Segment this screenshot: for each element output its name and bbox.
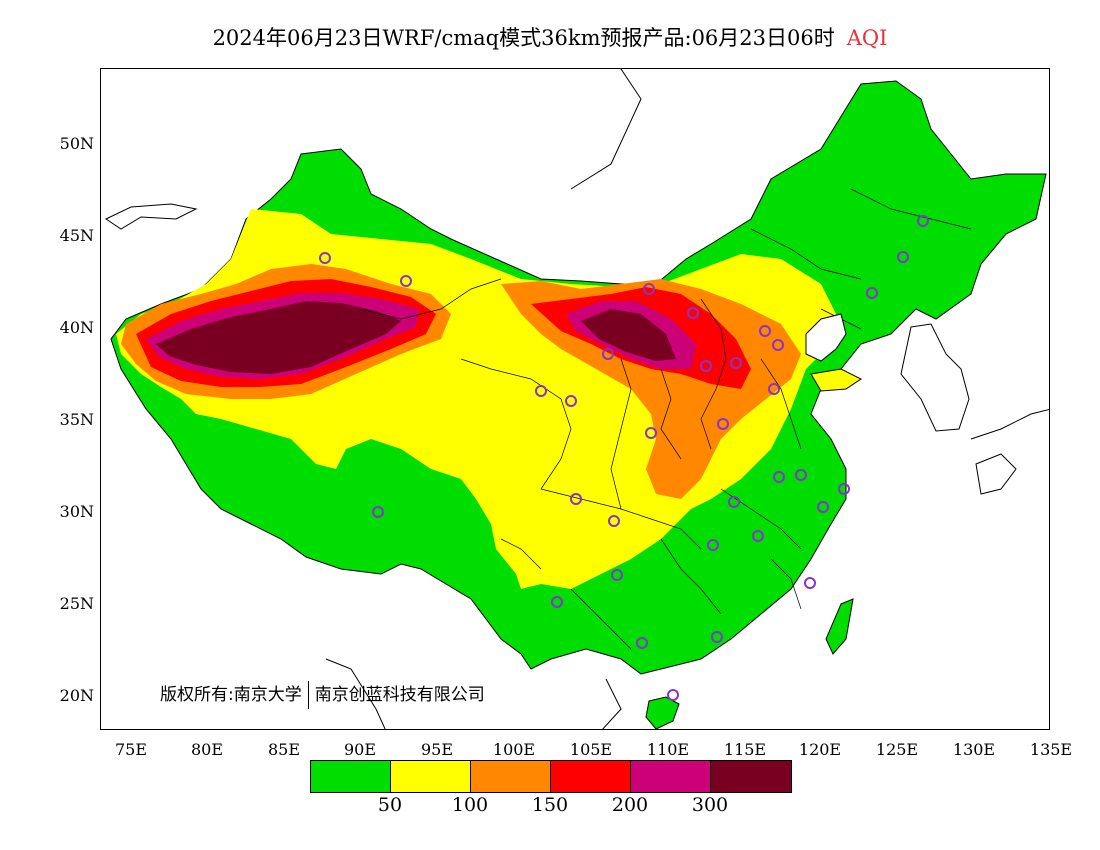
lon-label: 105E [569, 740, 613, 759]
legend-label: 50 [377, 794, 403, 816]
legend-swatch [631, 761, 711, 792]
lon-label: 135E [1029, 740, 1073, 759]
lon-label: 120E [798, 740, 842, 759]
lat-label: 25N [59, 594, 94, 613]
copyright-partner: 南京创蓝科技有限公司 [314, 685, 485, 705]
lon-label: 80E [190, 740, 224, 759]
map-title: 2024年06月23日WRF/cmaq模式36km预报产品:06月23日06时 A… [0, 22, 1100, 52]
legend-swatch [311, 761, 391, 792]
lat-label: 20N [59, 686, 94, 705]
lon-label: 100E [492, 740, 536, 759]
legend-swatch [711, 761, 791, 792]
legend-swatch [471, 761, 551, 792]
lon-label: 75E [114, 740, 148, 759]
legend-label: 200 [611, 794, 649, 816]
southeast-asia-coast [325, 658, 622, 729]
lat-label: 35N [59, 410, 94, 429]
japan-outline [970, 408, 1049, 495]
korea-outline [900, 323, 970, 432]
neighbor-border [104, 203, 198, 230]
bohai-sea [805, 313, 847, 362]
aqi-map-canvas [104, 69, 1049, 729]
lat-label: 45N [59, 226, 94, 245]
lat-label: 40N [59, 318, 94, 337]
shandong-coast [810, 368, 862, 392]
aqi-map [100, 68, 1050, 730]
region-hazardous [581, 309, 676, 361]
lon-label: 85E [267, 740, 301, 759]
legend-label: 150 [531, 794, 569, 816]
title-variable: AQI [846, 26, 888, 50]
legend-label: 100 [451, 794, 489, 816]
station-markers [319, 215, 929, 701]
lon-label: 110E [646, 740, 690, 759]
copyright-divider [307, 681, 309, 709]
lat-label: 50N [59, 134, 94, 153]
lon-label: 115E [723, 740, 767, 759]
lat-label: 30N [59, 502, 94, 521]
lon-label: 125E [875, 740, 919, 759]
hainan-island [645, 696, 680, 729]
copyright-text: 版权所有:南京大学 南京创蓝科技有限公司 [160, 680, 485, 709]
legend-label: 300 [691, 794, 729, 816]
legend-swatch [391, 761, 471, 792]
taiwan-island [825, 598, 854, 655]
neighbor-border [570, 69, 642, 190]
lon-label: 90E [343, 740, 377, 759]
lon-label: 130E [952, 740, 996, 759]
region-hazardous [156, 301, 401, 374]
lon-label: 95E [420, 740, 454, 759]
aqi-legend [310, 760, 792, 793]
copyright-owner: 版权所有:南京大学 [160, 685, 302, 705]
legend-swatch [551, 761, 631, 792]
title-main: 2024年06月23日WRF/cmaq模式36km预报产品:06月23日06时 [212, 26, 835, 50]
